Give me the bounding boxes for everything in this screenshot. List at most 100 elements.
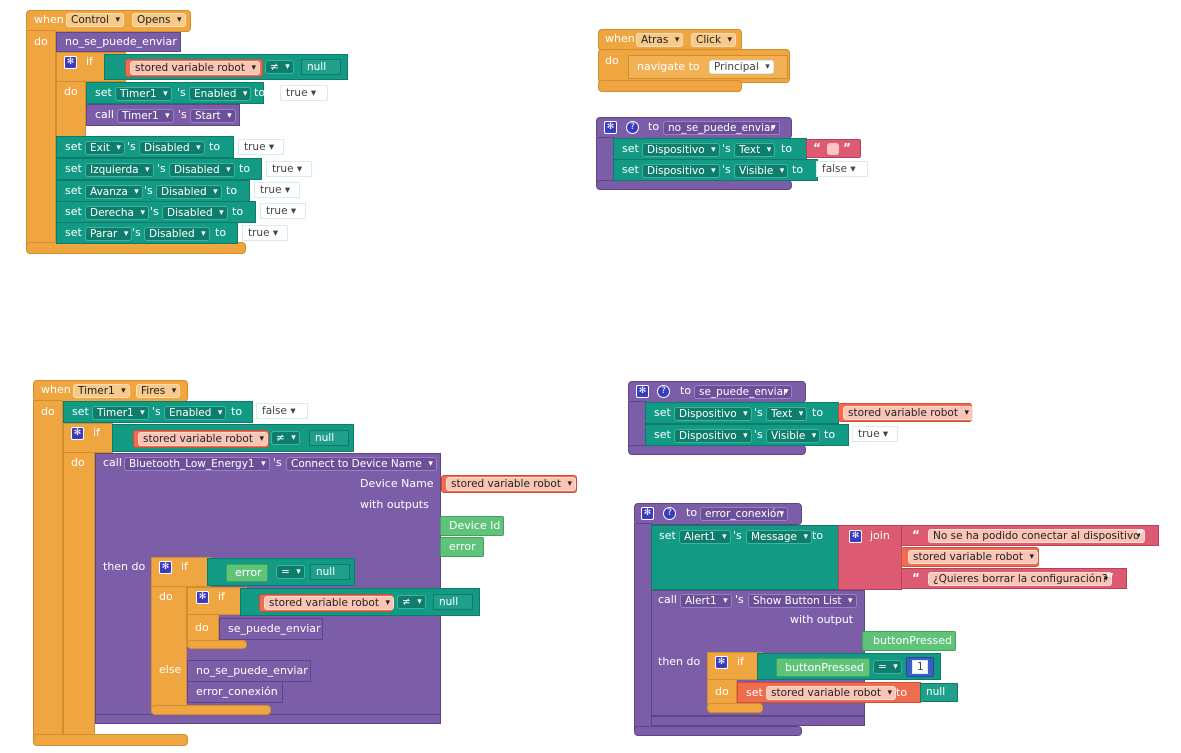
help-icon[interactable]: ? <box>626 121 639 134</box>
event-dropdown[interactable]: Opens <box>132 13 186 27</box>
set-timer-enabled[interactable]: set Timer1 's Enabled to <box>86 82 265 104</box>
null-block[interactable]: null <box>433 594 473 610</box>
component-dropdown[interactable]: Timer1 <box>117 109 174 123</box>
procedure-name-field[interactable]: error_conexión <box>700 507 789 521</box>
gear-icon[interactable]: ✻ <box>159 561 172 574</box>
component-dropdown[interactable]: Dispositivo <box>674 429 752 443</box>
stored-variable-dropdown[interactable]: stored variable robot <box>843 406 973 420</box>
text-value[interactable]: ¿Quieres borrar la configuración? <box>928 572 1113 586</box>
component-dropdown[interactable]: Alert1 <box>679 530 731 544</box>
component-dropdown[interactable]: Timer1 <box>115 87 172 101</box>
component-dropdown[interactable]: Izquierda <box>85 163 154 177</box>
compare-block[interactable]: error = null <box>207 558 355 586</box>
join-block[interactable]: ✻ join <box>838 525 902 590</box>
gear-icon[interactable]: ✻ <box>196 591 209 604</box>
set-dispositivo-text[interactable]: set Dispositivo 's Text to <box>613 138 807 160</box>
text-string-1[interactable]: “ No se ha podido conectar al dispositiv… <box>901 525 1159 546</box>
component-dropdown[interactable]: Alert1 <box>680 594 732 608</box>
error-output[interactable]: error <box>440 537 484 557</box>
component-dropdown[interactable]: Bluetooth_Low_Energy1 <box>124 457 270 471</box>
navigate-to-block[interactable]: navigate to Principal <box>628 55 788 79</box>
set-avanza-disabled[interactable]: set Avanza 's Disabled to <box>56 180 250 202</box>
null-block[interactable]: null <box>920 683 958 702</box>
set-derecha-disabled[interactable]: set Derecha 's Disabled to <box>56 201 256 223</box>
text-value[interactable]: No se ha podido conectar al dispositivo <box>928 529 1145 543</box>
device-id-output[interactable]: Device Id <box>440 516 504 536</box>
operator-dropdown[interactable]: ≠ <box>271 431 300 445</box>
screen-dropdown[interactable]: Principal <box>709 60 774 74</box>
stored-variable-dropdown[interactable]: stored variable robot <box>766 686 896 700</box>
event-dropdown[interactable]: Click <box>691 33 737 47</box>
set-exit-disabled[interactable]: set Exit 's Disabled to <box>56 136 234 158</box>
compare-block[interactable]: stored variable robot ≠ null <box>104 54 348 80</box>
method-dropdown[interactable]: Show Button List <box>748 594 857 608</box>
gear-icon[interactable]: ✻ <box>636 385 649 398</box>
stored-variable-dropdown[interactable]: stored variable robot <box>264 596 394 610</box>
button-pressed-output[interactable]: buttonPressed <box>862 631 956 651</box>
stored-variable-dropdown[interactable]: stored variable robot <box>908 550 1038 564</box>
true-value[interactable]: true ▾ <box>852 426 898 442</box>
method-dropdown[interactable]: Connect to Device Name <box>286 457 437 471</box>
property-dropdown[interactable]: Visible <box>734 164 789 178</box>
gear-icon[interactable]: ✻ <box>849 530 862 543</box>
gear-icon[interactable]: ✻ <box>641 507 654 520</box>
true-value[interactable]: true ▾ <box>260 203 306 219</box>
set-izquierda-disabled[interactable]: set Izquierda 's Disabled to <box>56 158 262 180</box>
call-error-conexion[interactable]: error_conexión <box>187 681 283 703</box>
help-icon[interactable]: ? <box>657 385 670 398</box>
property-dropdown[interactable]: Visible <box>766 429 821 443</box>
property-dropdown[interactable]: Enabled <box>189 87 252 101</box>
empty-string-block[interactable]: “ ” <box>806 139 861 158</box>
stored-variable-dropdown[interactable]: stored variable robot <box>446 477 576 491</box>
call-timer-start[interactable]: call Timer1 's Start <box>86 104 240 126</box>
property-dropdown[interactable]: Disabled <box>139 141 205 155</box>
component-dropdown[interactable]: Parar <box>85 227 133 241</box>
true-value[interactable]: true ▾ <box>254 182 300 198</box>
property-dropdown[interactable]: Message <box>746 530 813 544</box>
set-alert-message[interactable]: set Alert1 's Message to <box>651 525 839 590</box>
property-dropdown[interactable]: Disabled <box>144 227 210 241</box>
true-value[interactable]: true ▾ <box>238 139 284 155</box>
component-dropdown[interactable]: Atras <box>636 33 684 47</box>
false-value[interactable]: false ▾ <box>256 403 308 419</box>
operator-dropdown[interactable]: ≠ <box>265 60 294 74</box>
component-dropdown[interactable]: Timer1 <box>73 384 130 398</box>
true-value[interactable]: true ▾ <box>280 85 328 101</box>
call-se-puede-enviar[interactable]: se_puede_enviar <box>219 618 323 640</box>
null-block[interactable]: null <box>301 59 341 75</box>
stored-variable-dropdown[interactable]: stored variable robot <box>138 432 268 446</box>
false-value[interactable]: false ▾ <box>816 161 868 177</box>
component-dropdown[interactable]: Exit <box>85 141 125 155</box>
number-value[interactable]: 1 <box>912 660 928 674</box>
text-string-2[interactable]: “ ¿Quieres borrar la configuración? ” <box>901 568 1127 589</box>
event-dropdown[interactable]: Fires <box>136 384 181 398</box>
gear-icon[interactable]: ✻ <box>71 427 84 440</box>
set-timer-enabled[interactable]: set Timer1 's Enabled to <box>63 401 253 423</box>
component-dropdown[interactable]: Dispositivo <box>674 407 752 421</box>
component-dropdown[interactable]: Timer1 <box>92 406 149 420</box>
property-dropdown[interactable]: Enabled <box>164 406 227 420</box>
property-dropdown[interactable]: Text <box>734 143 776 157</box>
gear-icon[interactable]: ✻ <box>715 656 728 669</box>
component-dropdown[interactable]: Derecha <box>85 206 149 220</box>
procedure-name-field[interactable]: se_puede_enviar <box>694 385 793 399</box>
operator-dropdown[interactable]: = <box>873 660 902 674</box>
property-dropdown[interactable]: Disabled <box>156 185 222 199</box>
component-dropdown[interactable]: Control <box>66 13 124 27</box>
compare-block[interactable]: stored variable robot ≠ null <box>240 588 480 616</box>
set-dispositivo-visible[interactable]: set Dispositivo 's Visible to <box>613 159 818 181</box>
component-dropdown[interactable]: Dispositivo <box>642 164 720 178</box>
component-dropdown[interactable]: Avanza <box>85 185 143 199</box>
null-block[interactable]: null <box>310 564 350 580</box>
gear-icon[interactable]: ✻ <box>64 56 77 69</box>
property-dropdown[interactable]: Disabled <box>169 163 235 177</box>
set-stored-variable[interactable]: set stored variable robot to <box>737 682 921 703</box>
compare-block[interactable]: stored variable robot ≠ null <box>112 424 354 452</box>
operator-dropdown[interactable]: = <box>276 565 305 579</box>
compare-block[interactable]: buttonPressed = 1 <box>757 653 941 680</box>
set-dispositivo-text[interactable]: set Dispositivo 's Text to <box>645 402 839 424</box>
gear-icon[interactable]: ✻ <box>604 121 617 134</box>
set-parar-disabled[interactable]: set Parar 's Disabled to <box>56 222 238 244</box>
true-value[interactable]: true ▾ <box>242 225 288 241</box>
help-icon[interactable]: ? <box>663 507 676 520</box>
